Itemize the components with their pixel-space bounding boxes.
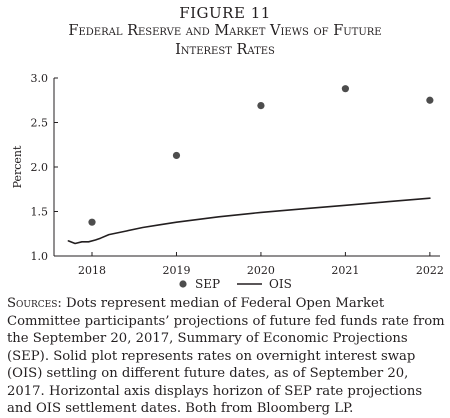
sources-note: Sources: Dots represent median of Federa… [7, 295, 447, 418]
legend-sep-label: SEP [195, 277, 220, 291]
sep-data-point [172, 151, 181, 160]
y-axis-label: Percent [11, 145, 24, 188]
sep-data-point [341, 85, 350, 93]
sep-data-point [88, 218, 96, 226]
chart-legend: SEP OIS [179, 277, 292, 291]
x-tick-label: 2022 [416, 264, 444, 277]
y-tick-label: 3.0 [31, 72, 49, 85]
sources-text: Dots represent median of Federal Open Ma… [7, 296, 445, 416]
figure-title: Federal Reserve and Market Views of Futu… [0, 22, 450, 60]
chart-axes: 1.0 1.5 2.0 2.5 3.0 2018 2019 2020 2021 2022 Perce… [11, 72, 444, 277]
x-tick-label: 2019 [162, 264, 190, 277]
chart: 1.0 1.5 2.0 2.5 3.0 2018 2019 2020 2021 2022 Perce… [11, 72, 444, 291]
sep-data-point [426, 96, 434, 104]
x-tick-label: 2018 [78, 264, 106, 277]
figure-title-line-1: Federal Reserve and Market Views of Futu… [68, 23, 382, 39]
sep-data-point [257, 101, 265, 110]
x-tick-label: 2020 [247, 264, 275, 277]
y-tick-label: 1.0 [31, 250, 49, 263]
chart-marks [67, 85, 434, 245]
figure-label: FIGURE 11 [179, 4, 271, 22]
ois-series-line [67, 197, 431, 245]
sources-label: Sources: [7, 296, 62, 311]
x-tick-label: 2021 [331, 264, 359, 277]
y-tick-label: 2.5 [31, 117, 49, 130]
figure-title-line-2: Interest Rates [175, 42, 275, 58]
legend-ois-label: OIS [269, 277, 292, 291]
y-tick-label: 1.5 [31, 206, 49, 219]
legend-sep-marker [179, 280, 187, 288]
y-tick-label: 2.0 [31, 161, 49, 174]
